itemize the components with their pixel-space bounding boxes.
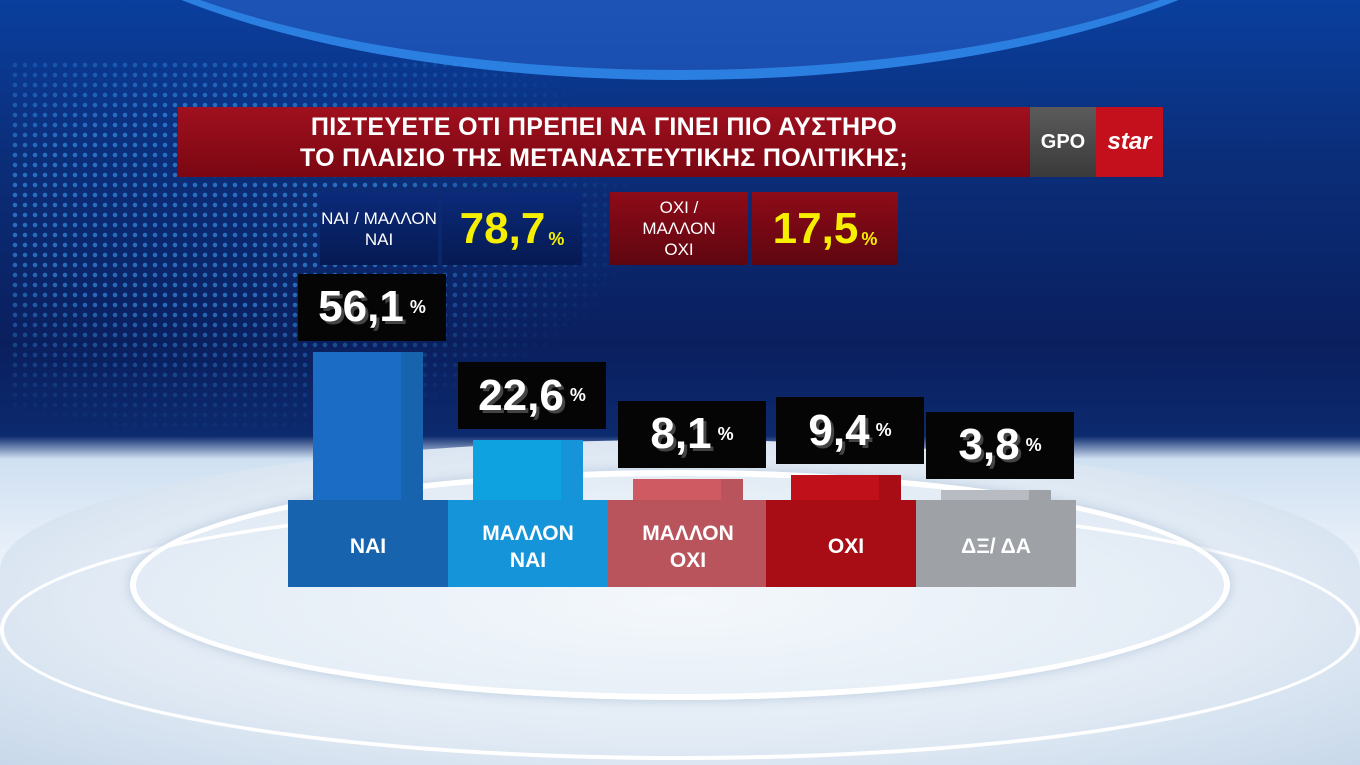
data-label-value: 22,6 xyxy=(478,370,564,420)
category-label: ΔΞ/ ΔΑ xyxy=(916,500,1076,587)
data-label: 9,4% xyxy=(776,397,924,465)
data-label: 3,8% xyxy=(926,411,1074,479)
data-label: 22,6% xyxy=(458,362,606,430)
category-label: ΝΑΙ xyxy=(288,500,448,587)
bar xyxy=(473,440,583,500)
data-label-value: 8,1 xyxy=(650,409,712,459)
data-label: 8,1% xyxy=(618,400,766,468)
summary-yes-value: 78,7% xyxy=(442,192,582,265)
category-label: ΟΧΙ xyxy=(766,500,926,587)
percent-sign: % xyxy=(861,229,878,249)
summary-no-label: ΟΧΙ / ΜΑΛΛΟΝ ΟΧΙ xyxy=(610,192,748,265)
summary-no-number: 17,5 xyxy=(772,203,859,253)
poll-question-line1: ΠΙΣΤΕΥΕΤΕ ΟΤΙ ΠΡΕΠΕΙ ΝΑ ΓΙΝΕΙ ΠΙΟ ΑΥΣΤΗΡ… xyxy=(310,113,898,141)
gpo-star-logo: GPO star xyxy=(1030,107,1163,177)
bar xyxy=(791,475,901,500)
percent-sign: % xyxy=(548,229,565,249)
percent-sign: % xyxy=(409,296,426,317)
bar-column: ΝΑΙ 56,1% xyxy=(288,0,448,765)
floor-ring xyxy=(130,470,1230,700)
data-label: 56,1% xyxy=(298,273,446,341)
category-label: ΜΑΛΛΟΝ ΟΧΙ xyxy=(608,500,768,587)
summary-yes-number: 78,7 xyxy=(459,203,546,253)
poll-question: ΠΙΣΤΕΥΕΤΕ ΟΤΙ ΠΡΕΠΕΙ ΝΑ ΓΙΝΕΙ ΠΙΟ ΑΥΣΤΗΡ… xyxy=(178,107,1030,177)
percent-sign: % xyxy=(875,420,892,441)
bar xyxy=(313,351,423,500)
percent-sign: % xyxy=(1025,434,1042,455)
summary-no-value: 17,5% xyxy=(752,192,898,265)
gpo-logo: GPO xyxy=(1030,107,1096,177)
star-logo: star xyxy=(1096,107,1163,177)
bar-column: ΜΑΛΛΟΝ ΟΧΙ 8,1% xyxy=(608,0,768,765)
bar-column: ΜΑΛΛΟΝ ΝΑΙ 22,6% xyxy=(448,0,608,765)
poll-question-line2: ΤΟ ΠΛΑΙΣΙΟ ΤΗΣ ΜΕΤΑΝΑΣΤΕΥΤΙΚΗΣ ΠΟΛΙΤΙΚΗΣ… xyxy=(300,144,908,172)
bar-column: ΟΧΙ 9,4% xyxy=(766,0,926,765)
bar-column: ΔΞ/ ΔΑ 3,8% xyxy=(916,0,1076,765)
data-label-value: 9,4 xyxy=(808,405,870,455)
percent-sign: % xyxy=(569,385,586,406)
percent-sign: % xyxy=(717,423,734,444)
data-label-value: 3,8 xyxy=(958,420,1020,470)
bar xyxy=(633,478,743,500)
category-label: ΜΑΛΛΟΝ ΝΑΙ xyxy=(448,500,608,587)
data-label-value: 56,1 xyxy=(318,282,404,332)
bar xyxy=(941,489,1051,500)
summary-yes-label: ΝΑΙ / ΜΑΛΛΟΝ ΝΑΙ xyxy=(320,192,438,265)
